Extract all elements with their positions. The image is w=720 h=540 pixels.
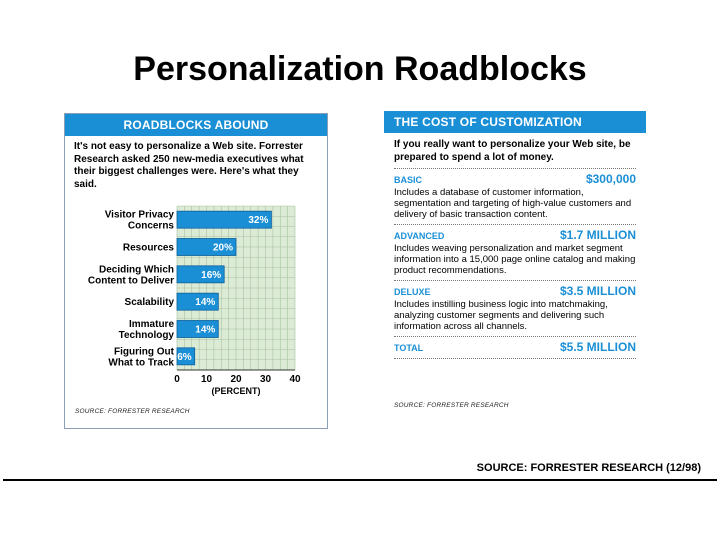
x-tick-label: 20 xyxy=(230,374,242,385)
tier-price: $1.7 MILLION xyxy=(559,228,636,242)
category-label: Scalability xyxy=(125,297,175,308)
tier-deluxe: DELUXE $3.5 MILLION Includes instilling … xyxy=(384,284,646,332)
bar xyxy=(176,210,272,229)
tier-name: ADVANCED xyxy=(394,231,445,241)
category-label: Concerns xyxy=(128,221,175,232)
tier-total: TOTAL $5.5 MILLION xyxy=(384,340,646,354)
roadblocks-intro: It's not easy to personalize a Web site.… xyxy=(74,141,304,190)
cost-intro: If you really want to personalize your W… xyxy=(394,139,631,163)
cost-header: THE COST OF CUSTOMIZATION xyxy=(384,111,646,133)
category-label: Figuring Out xyxy=(114,346,175,357)
bar-value-label: 6% xyxy=(177,352,192,363)
divider xyxy=(394,358,636,359)
bar xyxy=(176,320,219,338)
cost-panel: THE COST OF CUSTOMIZATION If you really … xyxy=(384,111,646,420)
total-name: TOTAL xyxy=(394,343,424,353)
tier-price: $300,000 xyxy=(585,172,636,186)
category-label: Deciding Which xyxy=(99,264,174,275)
divider xyxy=(394,168,636,169)
bar xyxy=(176,292,219,311)
slide-source-note: SOURCE: FORRESTER RESEARCH (12/98) xyxy=(476,462,701,474)
tier-description: Includes instilling business logic into … xyxy=(394,299,608,332)
divider xyxy=(394,336,636,337)
tier-basic: BASIC $300,000 Includes a database of cu… xyxy=(384,172,646,220)
tier-name: BASIC xyxy=(394,175,423,185)
left-source-label: SOURCE: FORRESTER RESEARCH xyxy=(75,408,190,415)
roadblocks-header: ROADBLOCKS ABOUND xyxy=(65,114,327,136)
total-price: $5.5 MILLION xyxy=(559,340,636,354)
tier-advanced: ADVANCED $1.7 MILLION Includes weaving p… xyxy=(384,228,646,276)
category-label: What to Track xyxy=(108,357,174,368)
x-tick-label: 10 xyxy=(201,374,213,385)
footer-rule xyxy=(3,479,717,481)
tier-price: $3.5 MILLION xyxy=(559,284,636,298)
right-source-label: SOURCE: FORRESTER RESEARCH xyxy=(394,402,509,409)
x-tick-label: 0 xyxy=(174,374,180,385)
bar-value-label: 20% xyxy=(213,243,233,254)
slide-title: Personalization Roadblocks xyxy=(133,50,587,88)
divider xyxy=(394,280,636,281)
category-label: Resources xyxy=(123,243,175,254)
bar-value-label: 32% xyxy=(248,215,268,226)
category-label: Technology xyxy=(119,330,175,341)
bar-value-label: 14% xyxy=(195,325,215,336)
bar xyxy=(176,265,225,284)
divider xyxy=(394,224,636,225)
bar-value-label: 14% xyxy=(195,297,215,308)
tier-description: Includes a database of customer informat… xyxy=(394,187,632,220)
category-label: Content to Deliver xyxy=(88,275,174,286)
bar-value-label: 16% xyxy=(201,270,221,281)
x-tick-label: 30 xyxy=(260,374,272,385)
x-axis-label: (PERCENT) xyxy=(212,386,261,396)
roadblocks-chart-panel: ROADBLOCKS ABOUND It's not easy to perso… xyxy=(64,113,328,429)
tier-description: Includes weaving personalization and mar… xyxy=(394,243,636,276)
bar xyxy=(176,347,196,366)
tier-name: DELUXE xyxy=(394,287,431,297)
category-label: Immature xyxy=(129,319,174,330)
x-tick-label: 40 xyxy=(289,374,301,385)
category-label: Visitor Privacy xyxy=(105,210,175,221)
bar xyxy=(176,238,237,256)
